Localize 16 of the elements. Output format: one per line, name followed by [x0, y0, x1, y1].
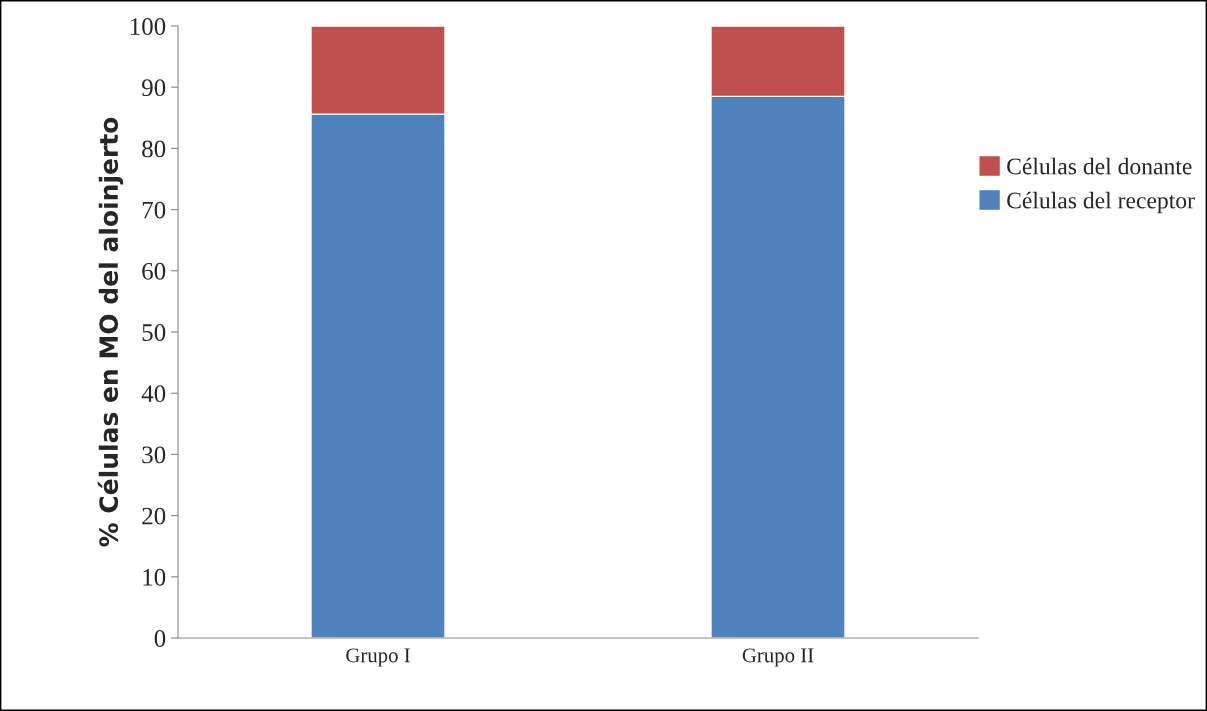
y-tick-label: 70 — [142, 201, 166, 219]
y-tick-label: 20 — [142, 507, 166, 525]
y-tick-label: 80 — [142, 140, 166, 158]
y-tick-label: 30 — [142, 446, 166, 464]
legend-label: Células del receptor — [1007, 191, 1195, 214]
legend-label: Células del donante — [1007, 157, 1192, 175]
y-tick-label: 90 — [142, 79, 166, 97]
x-tick-label: Grupo I — [346, 648, 410, 667]
y-tick-label: 50 — [142, 324, 166, 341]
y-tick-label: 60 — [142, 262, 166, 280]
x-tick-label: Grupo II — [742, 648, 814, 667]
y-tick-label: 0 — [154, 630, 166, 647]
y-tick-label: 100 — [130, 18, 166, 35]
y-tick-label: 10 — [143, 568, 166, 586]
y-axis-title: % Células en MO del aloinjerto — [97, 117, 124, 547]
y-tick-label: 40 — [141, 385, 166, 403]
